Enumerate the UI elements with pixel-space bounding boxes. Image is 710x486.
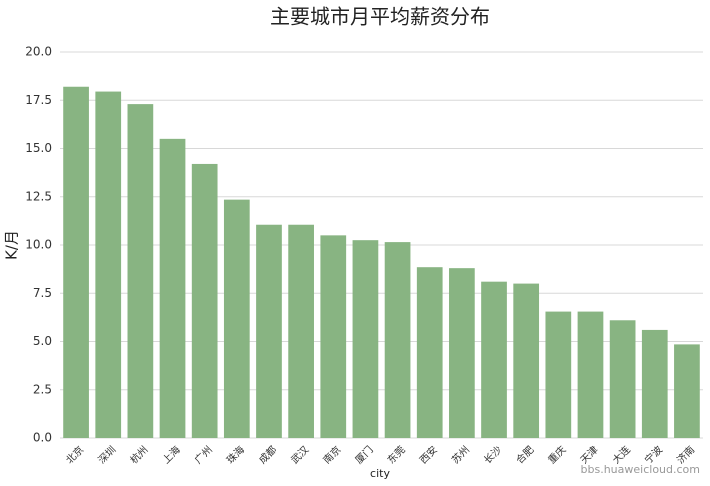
y-tick-label: 5.0 [33,334,52,348]
bar [127,104,154,439]
y-tick-label: 12.5 [25,189,52,203]
bar [223,199,250,438]
bar [674,344,700,438]
bar [256,224,282,438]
bar [481,281,507,438]
x-tick-label: 广州 [192,444,215,467]
x-tick-label: 南京 [320,443,343,466]
y-tick-label: 2.5 [33,382,52,396]
bar [384,242,411,438]
x-tick-label: 珠海 [224,443,247,466]
y-tick-label: 17.5 [25,93,52,107]
x-tick-label: 东莞 [384,443,407,466]
bar [416,267,443,438]
x-tick-label: 成都 [257,444,280,467]
x-tick-label: 重庆 [545,443,568,466]
bar [320,235,347,438]
y-tick-label: 20.0 [25,45,52,59]
y-tick-label: 0.0 [33,431,52,445]
bar [191,163,218,438]
y-axis-label: K/月 [3,230,21,260]
x-tick-label: 上海 [159,443,182,466]
bar [513,283,540,438]
bar [95,91,122,438]
bar [449,268,475,438]
x-tick-label: 厦门 [352,443,375,466]
x-tick-label: 深圳 [96,444,119,467]
x-tick-label: 北京 [63,443,86,466]
bar [159,138,186,438]
bar [641,329,668,438]
bar [352,240,379,438]
x-tick-label: 苏州 [449,443,472,466]
x-tick-label: 武汉 [288,443,311,466]
x-tick-label: 杭州 [127,443,150,466]
bar [63,86,89,439]
x-axis-label: city [370,467,390,480]
bar [288,224,314,438]
bar [609,320,636,438]
x-tick-label: 长沙 [482,444,505,467]
y-tick-label: 10.0 [25,238,52,252]
x-tick-label: 西安 [417,443,440,466]
watermark: bbs.huaweicloud.com [581,463,700,476]
y-tick-label: 7.5 [33,286,52,300]
y-tick-label: 15.0 [25,141,52,155]
bar [545,311,572,438]
x-tick-label: 合肥 [513,443,536,466]
chart-title: 主要城市月平均薪资分布 [270,5,490,29]
bar [577,311,604,438]
